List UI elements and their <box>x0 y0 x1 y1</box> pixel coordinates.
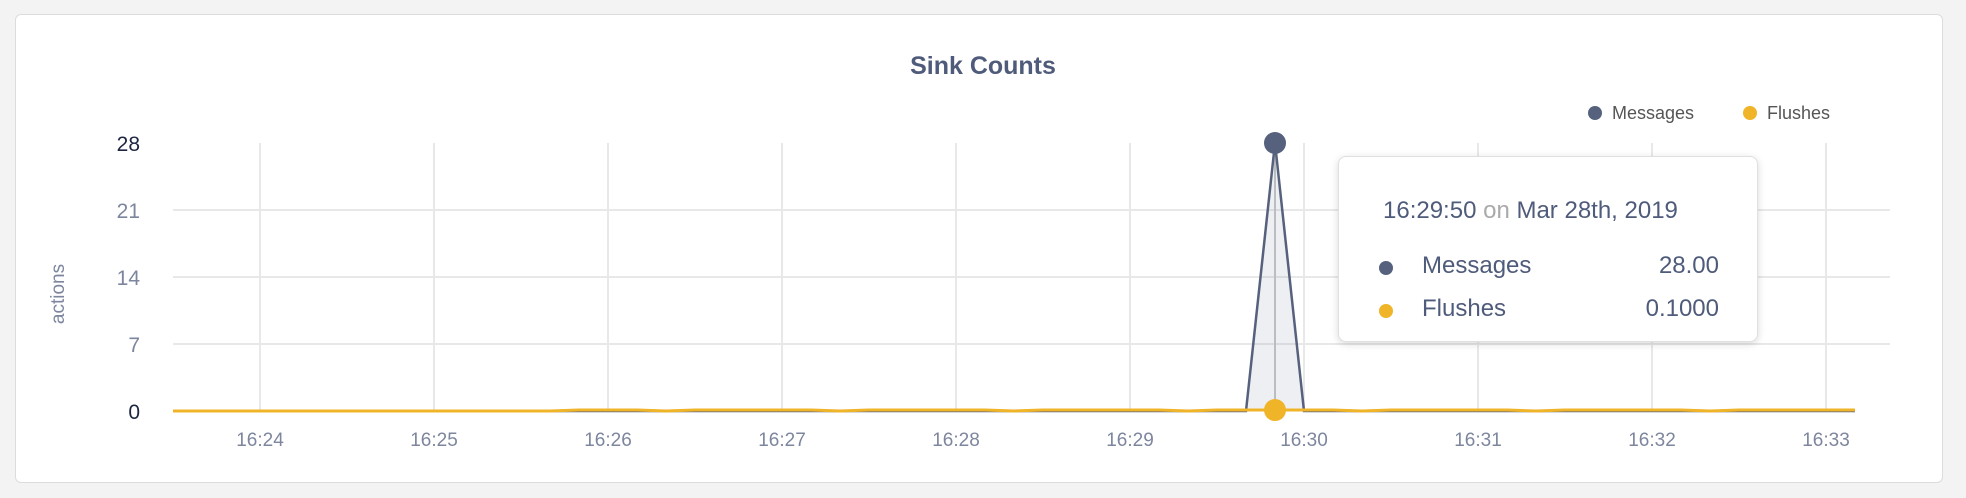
flushes-dot-icon <box>1379 304 1393 318</box>
tooltip-series-name: Messages <box>1422 252 1532 279</box>
tooltip-on: on <box>1483 197 1510 224</box>
x-tick-label: 16:33 <box>1802 430 1850 451</box>
x-tick-label: 16:28 <box>932 430 980 451</box>
tooltip-series-value: 28.00 <box>1658 252 1719 279</box>
series-line-flushes <box>173 408 1855 413</box>
tooltip-series-name: Flushes <box>1422 295 1507 322</box>
y-tick-label: 7 <box>128 334 140 357</box>
x-tick-label: 16:24 <box>236 430 284 451</box>
tooltip-row-flushes: Flushes 0.1000 <box>1379 295 1719 325</box>
tooltip-time-value: 16:29:50 <box>1383 197 1477 224</box>
legend-dot-icon <box>1743 106 1757 120</box>
x-tick-label: 16:27 <box>758 430 806 451</box>
x-tick-label: 16:26 <box>584 430 632 451</box>
x-tick-label: 16:29 <box>1106 430 1154 451</box>
chart-title: Sink Counts <box>910 52 1056 80</box>
hover-point-messages <box>1264 132 1286 154</box>
y-axis-label: actions <box>48 264 69 324</box>
y-tick-label: 0 <box>128 401 140 424</box>
messages-dot-icon <box>1379 261 1393 275</box>
legend-item-messages: Messages <box>1612 103 1694 123</box>
hover-point-flushes <box>1264 399 1286 422</box>
x-tick-label: 16:31 <box>1454 430 1502 451</box>
legend-item-flushes: Flushes <box>1767 103 1830 123</box>
x-tick-label: 16:32 <box>1628 430 1676 451</box>
tooltip-series-value: 0.1000 <box>1645 295 1719 322</box>
x-tick-label: 16:25 <box>410 430 458 451</box>
legend-dot-icon <box>1588 106 1602 120</box>
y-tick-label: 21 <box>117 200 140 223</box>
tooltip: 16:29:50 on Mar 28th, 2019 Messages 28.0… <box>1338 156 1758 342</box>
x-tick-label: 16:30 <box>1280 430 1328 451</box>
tooltip-row-messages: Messages 28.00 <box>1379 252 1719 282</box>
tooltip-time: 16:29:50 on Mar 28th, 2019 <box>1383 197 1678 225</box>
y-tick-label: 28 <box>117 133 140 156</box>
y-tick-label: 14 <box>117 267 141 290</box>
tooltip-date: Mar 28th, 2019 <box>1516 197 1678 224</box>
